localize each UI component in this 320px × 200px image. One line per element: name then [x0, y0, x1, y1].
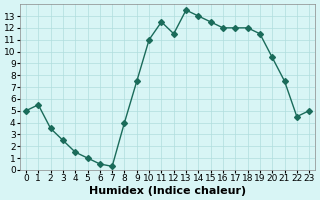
- X-axis label: Humidex (Indice chaleur): Humidex (Indice chaleur): [89, 186, 246, 196]
